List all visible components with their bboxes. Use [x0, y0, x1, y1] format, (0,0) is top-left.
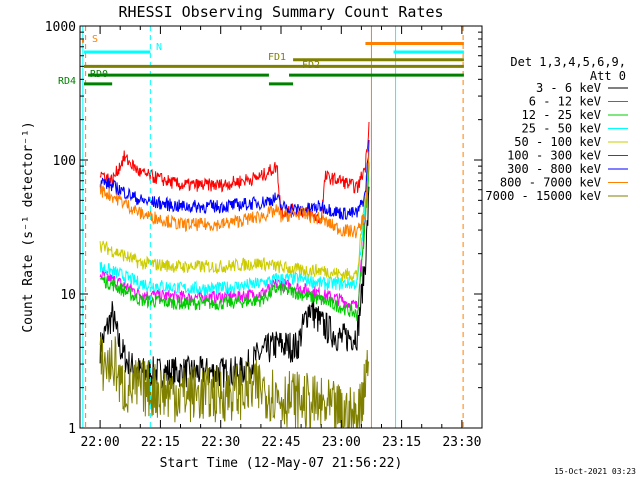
x-tick-label: 22:15	[141, 435, 180, 450]
flag-label-fd1: FD1	[268, 52, 286, 63]
legend	[608, 87, 628, 197]
series-line-8	[99, 336, 370, 429]
x-axis-label: Start Time (12-May-07 21:56:22)	[160, 456, 403, 471]
series-line-5	[99, 121, 370, 224]
timestamp: 15-Oct-2021 03:23	[554, 467, 636, 476]
legend-label: 100 - 300 keV	[507, 149, 601, 163]
y-tick-label: 10	[60, 288, 76, 303]
y-tick-label: 100	[53, 154, 76, 169]
x-tick-label: 23:15	[382, 435, 421, 450]
legend-label: 6 - 12 keV	[529, 95, 601, 109]
legend-label: 12 - 25 keV	[522, 108, 601, 122]
x-tick-label: 23:30	[442, 435, 481, 450]
x-tick-label: 22:30	[201, 435, 240, 450]
x-tick-label: 22:00	[81, 435, 120, 450]
flag-label-n: N	[156, 42, 162, 53]
chart-title: RHESSI Observing Summary Count Rates	[118, 3, 443, 21]
y-axis-label: Count Rate (s⁻¹ detector⁻¹)	[21, 121, 36, 332]
legend-header-attenuator: Att 0	[590, 69, 626, 83]
legend-label: 3 - 6 keV	[536, 81, 601, 95]
flag-label-s: S	[92, 34, 98, 45]
series-line-4	[99, 150, 370, 282]
series-line-7	[99, 151, 370, 239]
legend-label: 50 - 100 keV	[514, 135, 601, 149]
flag-label-rd4: RD4	[58, 76, 76, 87]
series-line-3	[99, 161, 370, 296]
x-tick-label: 22:45	[261, 435, 300, 450]
series-line-2	[99, 164, 370, 321]
series-group	[99, 121, 370, 429]
x-tick-label: 23:00	[322, 435, 361, 450]
y-tick-label: 1	[68, 422, 76, 437]
legend-header-detectors: Det 1,3,4,5,6,9,	[510, 55, 626, 69]
flag-label-rd0: RD0	[90, 69, 108, 80]
series-line-1	[99, 162, 370, 311]
flag-label-fd2: FD2	[302, 60, 320, 71]
series-line-6	[99, 139, 370, 220]
legend-label: 800 - 7000 keV	[500, 176, 601, 190]
y-tick-label: 1000	[45, 20, 76, 35]
legend-label: 25 - 50 keV	[522, 122, 601, 136]
legend-label: 7000 - 15000 keV	[485, 189, 601, 203]
legend-label: 300 - 800 keV	[507, 162, 601, 176]
